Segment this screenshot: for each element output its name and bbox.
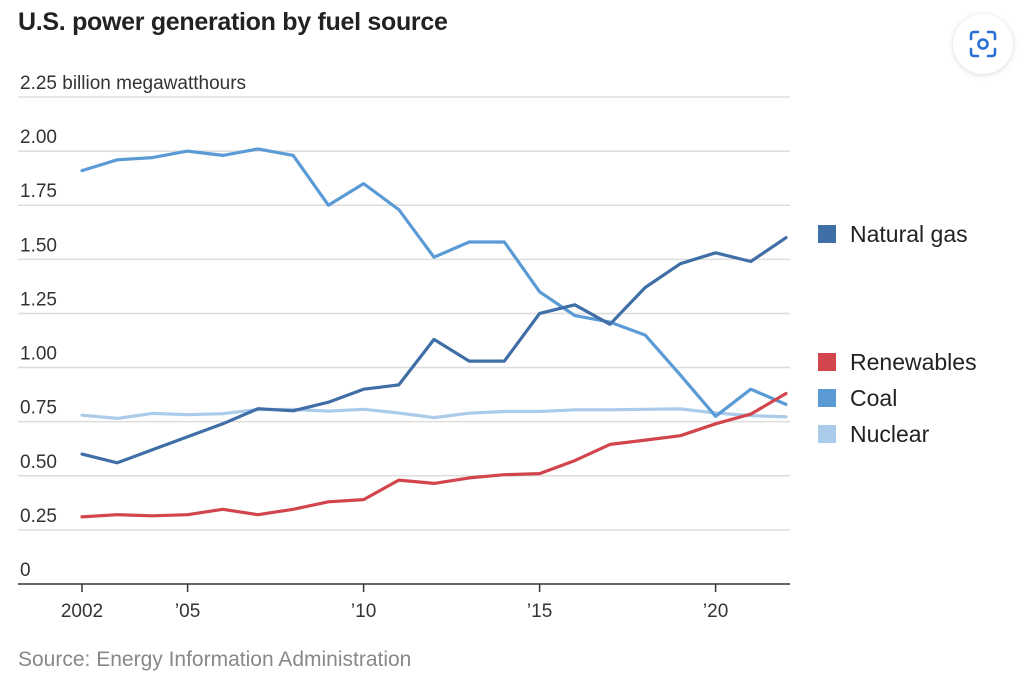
line-chart: 0 0.25 0.50 0.75 1.00 1.25 1.50 1.75 2.00 2.25 bi…: [18, 73, 977, 622]
legend-swatch-natural-gas: [818, 225, 836, 243]
y-tick-label: 1.25: [20, 289, 57, 310]
y-tick-label: 0.25: [20, 506, 57, 527]
legend-label-natural-gas: Natural gas: [850, 221, 968, 247]
x-tick-label: 2002: [61, 601, 103, 622]
legend-label-renewables: Renewables: [850, 349, 977, 375]
series-line-renewables: [80, 391, 788, 519]
y-tick-label: 2.00: [20, 127, 57, 148]
source-note: Source: Energy Information Administratio…: [18, 648, 412, 671]
series-line-nuclear: [80, 407, 788, 420]
x-tick-label: ’15: [527, 601, 552, 622]
lens-scan-icon: [969, 30, 997, 58]
x-tick-label: ’05: [175, 601, 200, 622]
series-line-coal: [80, 147, 788, 418]
y-tick-label: 1.00: [20, 344, 57, 365]
legend-swatch-renewables: [818, 353, 836, 371]
y-tick-label: 1.50: [20, 235, 57, 256]
lens-scan-button[interactable]: [953, 14, 1013, 74]
series-line-natural-gas: [80, 236, 788, 465]
legend-label-coal: Coal: [850, 385, 897, 411]
y-tick-label: 0.75: [20, 398, 57, 419]
x-tick-label: ’10: [351, 601, 376, 622]
legend-label-nuclear: Nuclear: [850, 421, 930, 447]
legend-swatch-coal: [818, 389, 836, 407]
y-tick-label: 0.50: [20, 452, 57, 473]
x-tick-label: ’20: [703, 601, 728, 622]
y-tick-label: 0: [20, 560, 31, 581]
chart-title: U.S. power generation by fuel source: [18, 8, 448, 36]
legend-swatch-nuclear: [818, 425, 836, 443]
y-axis-unit-label: 2.25 billion megawatthours: [20, 73, 246, 94]
y-tick-label: 1.75: [20, 181, 57, 202]
